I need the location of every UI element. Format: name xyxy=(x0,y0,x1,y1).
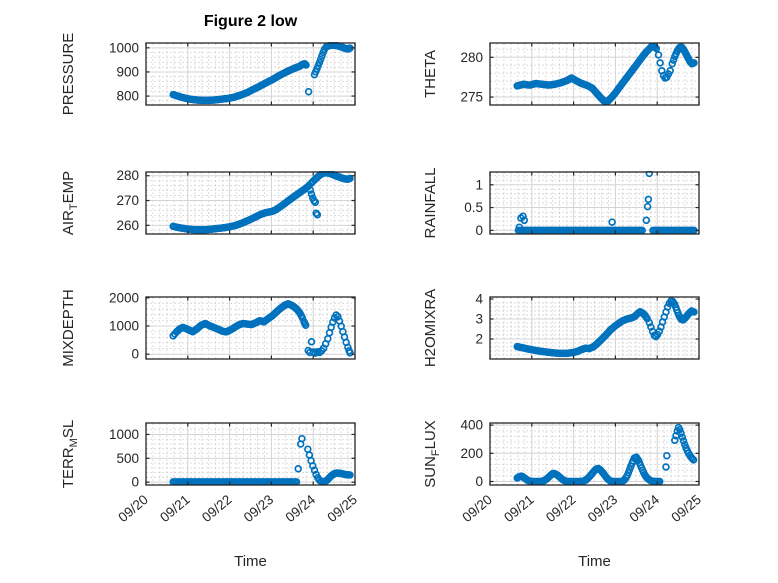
y-axis-label: TERRMSL xyxy=(60,420,80,488)
tick-marks xyxy=(145,172,356,234)
tick-marks xyxy=(489,172,700,234)
tick-marks xyxy=(145,423,356,485)
svg-text:09/25: 09/25 xyxy=(668,492,704,525)
y-tick-label: 0.5 xyxy=(464,200,483,215)
y-tick-label: 2000 xyxy=(109,290,139,305)
subplot-air-temp: 260 270 280 AIRTEMP xyxy=(60,168,356,235)
data-markers xyxy=(513,423,698,486)
y-tick-label: 0 xyxy=(131,347,139,362)
data-markers xyxy=(513,297,698,358)
y-tick-label: 280 xyxy=(116,168,139,183)
data-markers xyxy=(169,42,354,105)
svg-text:09/20: 09/20 xyxy=(115,492,151,525)
y-tick-label: 500 xyxy=(116,451,139,466)
y-axis-label: SUNFLUX xyxy=(422,420,442,488)
y-tick-label: 0 xyxy=(475,223,483,238)
tick-marks xyxy=(145,297,356,359)
y-tick-label: 800 xyxy=(116,89,139,104)
svg-text:09/25: 09/25 xyxy=(324,492,360,525)
y-tick-label: 0 xyxy=(131,475,139,490)
y-tick-label: 280 xyxy=(460,50,483,65)
tick-marks xyxy=(145,43,356,105)
subplot-mixdepth: 0 1000 2000 MIXDEPTH xyxy=(60,289,356,367)
plot-area xyxy=(146,172,355,234)
x-tick-label: 09/25 xyxy=(324,492,360,525)
axes-box xyxy=(489,42,700,106)
svg-text:09/24: 09/24 xyxy=(627,492,663,526)
svg-text:09/21: 09/21 xyxy=(157,492,193,525)
x-tick-label: 09/21 xyxy=(501,492,537,525)
tick-marks xyxy=(489,423,700,485)
y-axis-label: RAINFALL xyxy=(422,168,439,239)
svg-text:09/23: 09/23 xyxy=(585,492,621,525)
tick-marks xyxy=(489,297,700,359)
subplot-terr-msl: 0 500 1000 TERRMSL 09/20 09/21 09/22 09/23 09/24… xyxy=(60,420,360,525)
x-tick-label: 09/20 xyxy=(459,492,495,525)
y-tick-label: 0 xyxy=(475,474,483,489)
subplot-pressure: 800 900 1000 PRESSURE xyxy=(60,33,356,116)
y-axis-label: THETA xyxy=(422,50,439,98)
axes-box xyxy=(145,42,356,106)
x-tick-label: 09/23 xyxy=(241,492,277,525)
tick-marks xyxy=(489,43,700,105)
x-tick-label: 09/21 xyxy=(157,492,193,525)
grid-lines xyxy=(146,43,355,105)
x-tick-label: 09/25 xyxy=(668,492,704,525)
y-tick-label: 1000 xyxy=(109,319,139,334)
svg-text:09/21: 09/21 xyxy=(501,492,537,525)
axes-box xyxy=(489,296,700,360)
y-axis-label: H2OMIXRA xyxy=(422,289,439,367)
svg-text:09/22: 09/22 xyxy=(543,492,579,525)
y-tick-label: 200 xyxy=(460,446,483,461)
y-tick-label: 4 xyxy=(475,292,483,307)
x-axis-label-right: Time xyxy=(578,553,611,570)
y-tick-label: 270 xyxy=(116,193,139,208)
x-axis-label-left: Time xyxy=(234,553,267,570)
axes-box xyxy=(145,171,356,235)
y-axis-label: MIXDEPTH xyxy=(60,289,77,367)
y-tick-label: 900 xyxy=(116,64,139,79)
svg-text:09/24: 09/24 xyxy=(283,492,319,526)
y-tick-label: 260 xyxy=(116,218,139,233)
y-tick-label: 1000 xyxy=(109,40,139,55)
data-markers xyxy=(169,300,354,357)
x-tick-label: 09/22 xyxy=(199,492,235,525)
svg-text:09/20: 09/20 xyxy=(459,492,495,525)
grid-lines xyxy=(490,43,699,105)
y-tick-label: 2 xyxy=(475,332,483,347)
axes-box xyxy=(145,296,356,360)
y-tick-label: 1 xyxy=(475,177,483,192)
x-tick-label: 09/24 xyxy=(627,492,663,526)
y-tick-label: 3 xyxy=(475,312,483,327)
x-tick-label: 09/22 xyxy=(543,492,579,525)
y-tick-label: 1000 xyxy=(109,427,139,442)
data-markers xyxy=(513,42,698,106)
subplot-rainfall: 0 0.5 1 RAINFALL xyxy=(422,168,700,239)
y-axis-label: AIRTEMP xyxy=(60,171,80,235)
axes-box xyxy=(489,422,700,486)
axes-box xyxy=(489,171,700,235)
subplot-theta: 275 280 THETA xyxy=(422,42,700,106)
svg-text:09/22: 09/22 xyxy=(199,492,235,525)
axes-box xyxy=(145,422,356,486)
plot-area xyxy=(146,423,355,485)
subplot-sun-flux: 0 200 400 SUNFLUX 09/20 09/21 09/22 09/23 09/24 0… xyxy=(422,418,704,525)
svg-text:09/23: 09/23 xyxy=(241,492,277,525)
y-tick-label: 275 xyxy=(460,90,483,105)
data-markers xyxy=(169,171,354,234)
x-tick-label: 09/20 xyxy=(115,492,151,525)
data-markers xyxy=(514,171,698,235)
x-tick-label: 09/23 xyxy=(585,492,621,525)
y-axis-label: PRESSURE xyxy=(60,33,77,116)
x-tick-label: 09/24 xyxy=(283,492,319,526)
y-tick-label: 400 xyxy=(460,418,483,433)
figure-title: Figure 2 low xyxy=(203,13,298,30)
subplot-h2omixra: 2 3 4 H2OMIXRA xyxy=(422,289,700,367)
